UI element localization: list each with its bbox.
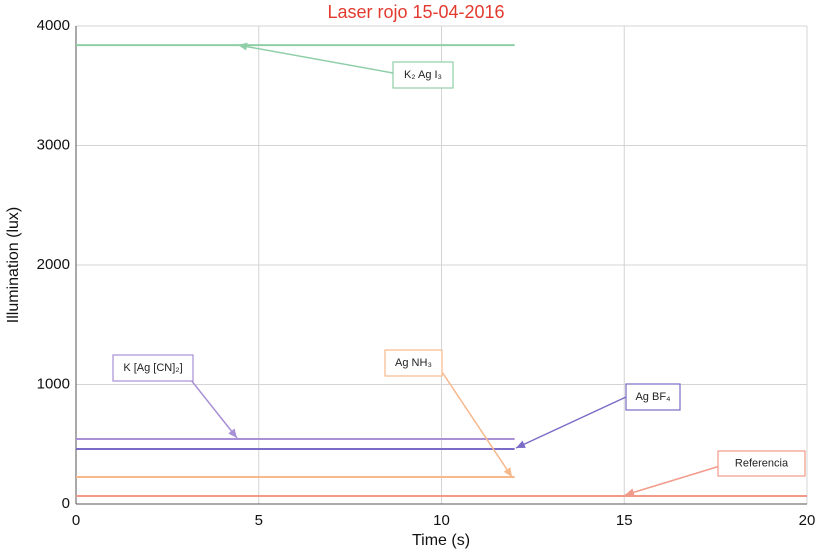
annotation-box [384, 349, 443, 377]
x-tick-label: 5 [255, 512, 263, 529]
annotation-arrow [515, 396, 627, 449]
x-axis-label: Time (s) [412, 532, 470, 549]
arrow-head [516, 440, 526, 448]
chart-title: Laser rojo 15-04-2016 [327, 2, 504, 22]
annotation-arrow [237, 44, 394, 74]
x-tick-label: 10 [433, 512, 450, 529]
y-tick-label: 1000 [37, 375, 70, 392]
annotation-label: Ag BF₄ [635, 391, 671, 403]
arrow-head [228, 428, 237, 438]
annotation-label: Referencia [735, 457, 789, 469]
annotation-label: K [Ag [CN]₂] [123, 362, 182, 374]
y-tick-label: 3000 [37, 136, 70, 153]
y-tick-label: 4000 [37, 17, 70, 34]
arrow-head [238, 42, 248, 51]
y-tick-label: 0 [62, 495, 70, 512]
annotation-box [392, 61, 454, 89]
x-tick-label: 15 [616, 512, 633, 529]
annotation-box [625, 383, 681, 411]
annotation-arrow [437, 365, 513, 478]
x-tick-label: 20 [799, 512, 816, 529]
arrow-head [503, 467, 512, 477]
arrow-head [625, 488, 635, 497]
y-tick-label: 2000 [37, 256, 70, 273]
annotation-label: Ag NH₃ [395, 357, 432, 369]
annotation-label: K₂ Ag I₃ [404, 69, 442, 81]
annotation-box [112, 354, 194, 382]
annotation-box [717, 450, 806, 477]
annotation-arrow [624, 465, 721, 496]
y-axis-label: Illumination (lux) [5, 207, 22, 323]
x-tick-label: 0 [72, 512, 80, 529]
